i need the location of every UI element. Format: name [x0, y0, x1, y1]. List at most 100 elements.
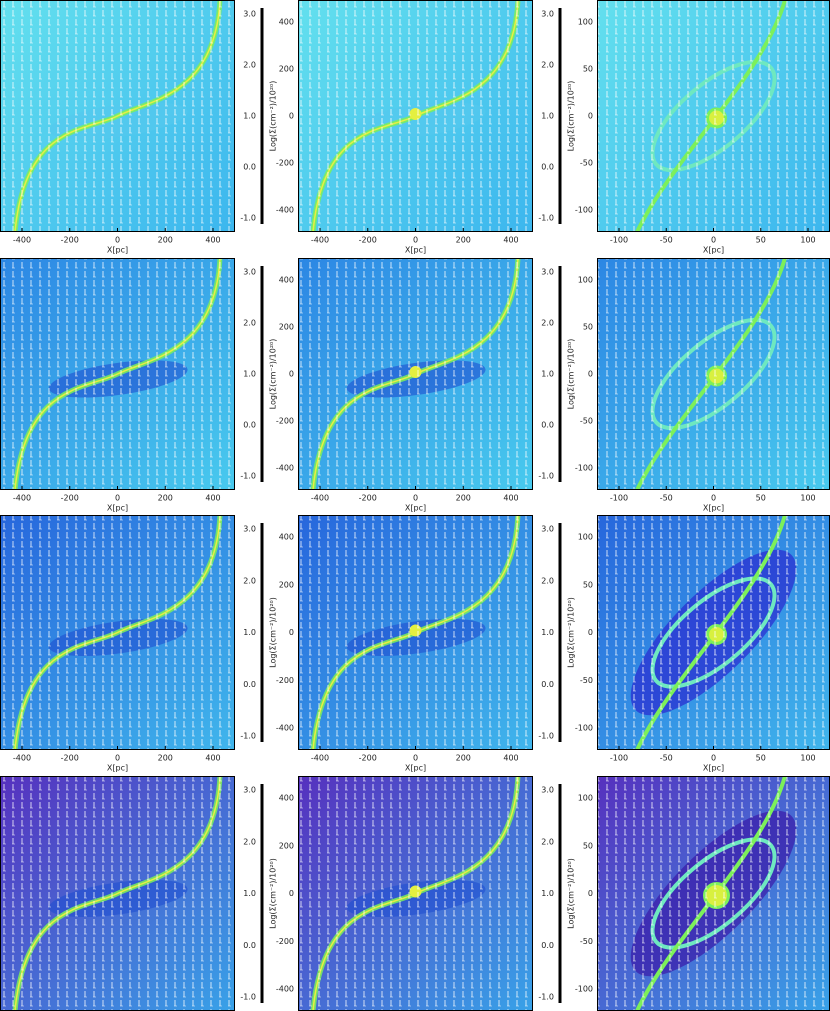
- y-tick-label: -50: [580, 937, 593, 946]
- y-tick-label: -400: [276, 985, 294, 994]
- x-tick-label: -200: [61, 236, 79, 245]
- density-map: [0, 776, 235, 1011]
- y-tick-label: -100: [575, 985, 593, 994]
- x-tick-label: 0: [413, 236, 418, 245]
- x-tick-label: -50: [660, 494, 673, 503]
- panel: 100 50 0 -50 -100: [575, 776, 830, 1011]
- x-tick-label: 200: [456, 236, 471, 245]
- density-map: [597, 0, 830, 232]
- x-tick-label: 0: [711, 754, 716, 763]
- y-tick-label: -200: [276, 159, 294, 168]
- panel: -100 -50 0 50 100 X[pc] 100 50 0 -50 -100: [575, 0, 830, 255]
- density-map: [298, 515, 533, 750]
- velocity-field: [298, 0, 533, 232]
- colorbar-tick-label: 2.0: [243, 61, 256, 70]
- colorbar-label: Log(Σ(cm⁻²)/10²⁰): [269, 858, 278, 929]
- x-tick-label: 400: [205, 236, 220, 245]
- colorbar-tick-label: 1.0: [541, 112, 554, 121]
- colorbar-tick-label: 0.0: [541, 941, 554, 950]
- x-axis-label: X[pc]: [405, 246, 426, 255]
- y-tick-label: -400: [276, 724, 294, 733]
- x-tick-label: -400: [13, 236, 31, 245]
- x-tick-label: 50: [756, 236, 766, 245]
- y-tick-label: -50: [580, 417, 593, 426]
- colorbar: [260, 523, 264, 742]
- colorbar-tick-label: -1.0: [538, 472, 554, 481]
- x-tick-label: 0: [413, 754, 418, 763]
- panel: -400 -200 0 200 400 X[pc] 3.0 2.0 1.0 0.0 -1.0 Log(…: [0, 0, 278, 255]
- y-tick-label: -400: [276, 464, 294, 473]
- density-map: [597, 258, 830, 490]
- y-tick-label: 200: [279, 323, 294, 332]
- panel: -100 -50 0 50 100 X[pc] 100 50 0 -50 -100: [575, 258, 830, 513]
- velocity-field: [597, 515, 830, 750]
- colorbar-tick-label: -1.0: [240, 732, 256, 741]
- colorbar-tick-label: 0.0: [243, 941, 256, 950]
- density-map: [597, 776, 830, 1011]
- y-tick-label: -100: [575, 724, 593, 733]
- colorbar-tick-label: 3.0: [243, 268, 256, 277]
- panel: 400 200 0 -200 -400 3.0 2.0 1.0 0.0 -1.0 Log(Σ(cm⁻…: [276, 776, 576, 1011]
- y-tick-label: -50: [580, 676, 593, 685]
- x-tick-label: -100: [610, 754, 628, 763]
- x-tick-label: -200: [61, 754, 79, 763]
- colorbar-tick-label: 3.0: [541, 10, 554, 19]
- density-map: [597, 515, 830, 750]
- colorbar-tick-label: 3.0: [541, 786, 554, 795]
- x-tick-label: 0: [711, 236, 716, 245]
- colorbar-tick-label: 0.0: [541, 421, 554, 430]
- x-tick-label: 100: [800, 754, 815, 763]
- y-tick-label: 200: [279, 65, 294, 74]
- y-tick-label: 50: [583, 580, 593, 589]
- panel: 3.0 2.0 1.0 0.0 -1.0 Log(Σ(cm⁻²)/10²⁰): [0, 776, 278, 1011]
- y-tick-label: 100: [578, 18, 593, 27]
- x-tick-label: -50: [660, 754, 673, 763]
- colorbar: [260, 8, 264, 224]
- y-tick-label: 400: [279, 533, 294, 542]
- y-tick-label: 100: [578, 794, 593, 803]
- panel: -400 -200 0 200 400 X[pc] 3.0 2.0 1.0 0.0 -1.0 Log(…: [0, 258, 278, 513]
- x-tick-label: -400: [13, 494, 31, 503]
- velocity-field: [0, 0, 235, 232]
- y-tick-label: 100: [578, 276, 593, 285]
- y-tick-label: 400: [279, 794, 294, 803]
- colorbar-tick-label: 2.0: [541, 319, 554, 328]
- colorbar-label: Log(Σ(cm⁻²)/10²⁰): [567, 597, 576, 668]
- y-tick-label: 200: [279, 580, 294, 589]
- colorbar-tick-label: 3.0: [243, 525, 256, 534]
- panel: -100 -50 0 50 100 X[pc] 100 50 0 -50 -100: [575, 515, 830, 773]
- y-tick-label: 0: [588, 889, 593, 898]
- density-map: [0, 515, 235, 750]
- colorbar: [260, 266, 264, 482]
- colorbar-tick-label: 0.0: [541, 680, 554, 689]
- y-tick-label: 400: [279, 18, 294, 27]
- velocity-field: [298, 258, 533, 490]
- x-tick-label: -400: [311, 494, 329, 503]
- x-axis-label: X[pc]: [703, 246, 724, 255]
- colorbar-tick-label: 0.0: [243, 163, 256, 172]
- colorbar-tick-label: 2.0: [243, 576, 256, 585]
- y-tick-label: 100: [578, 533, 593, 542]
- colorbar: [558, 8, 562, 224]
- velocity-field: [597, 258, 830, 490]
- colorbar-tick-label: 1.0: [243, 889, 256, 898]
- x-tick-label: 200: [456, 754, 471, 763]
- x-tick-label: 50: [756, 754, 766, 763]
- x-axis-label: X[pc]: [703, 764, 724, 773]
- colorbar-label: Log(Σ(cm⁻²)/10²⁰): [567, 858, 576, 929]
- colorbar-tick-label: 1.0: [243, 112, 256, 121]
- velocity-field: [0, 776, 235, 1011]
- colorbar-tick-label: 3.0: [541, 525, 554, 534]
- y-tick-label: -200: [276, 937, 294, 946]
- x-tick-label: 400: [205, 494, 220, 503]
- colorbar-tick-label: -1.0: [538, 732, 554, 741]
- x-axis-label: X[pc]: [703, 504, 724, 513]
- velocity-field: [597, 776, 830, 1011]
- colorbar-tick-label: 2.0: [541, 61, 554, 70]
- x-tick-label: 400: [503, 236, 518, 245]
- velocity-field: [298, 776, 533, 1011]
- y-tick-label: -200: [276, 417, 294, 426]
- x-tick-label: -100: [610, 494, 628, 503]
- colorbar-tick-label: -1.0: [240, 993, 256, 1002]
- colorbar-tick-label: 2.0: [243, 837, 256, 846]
